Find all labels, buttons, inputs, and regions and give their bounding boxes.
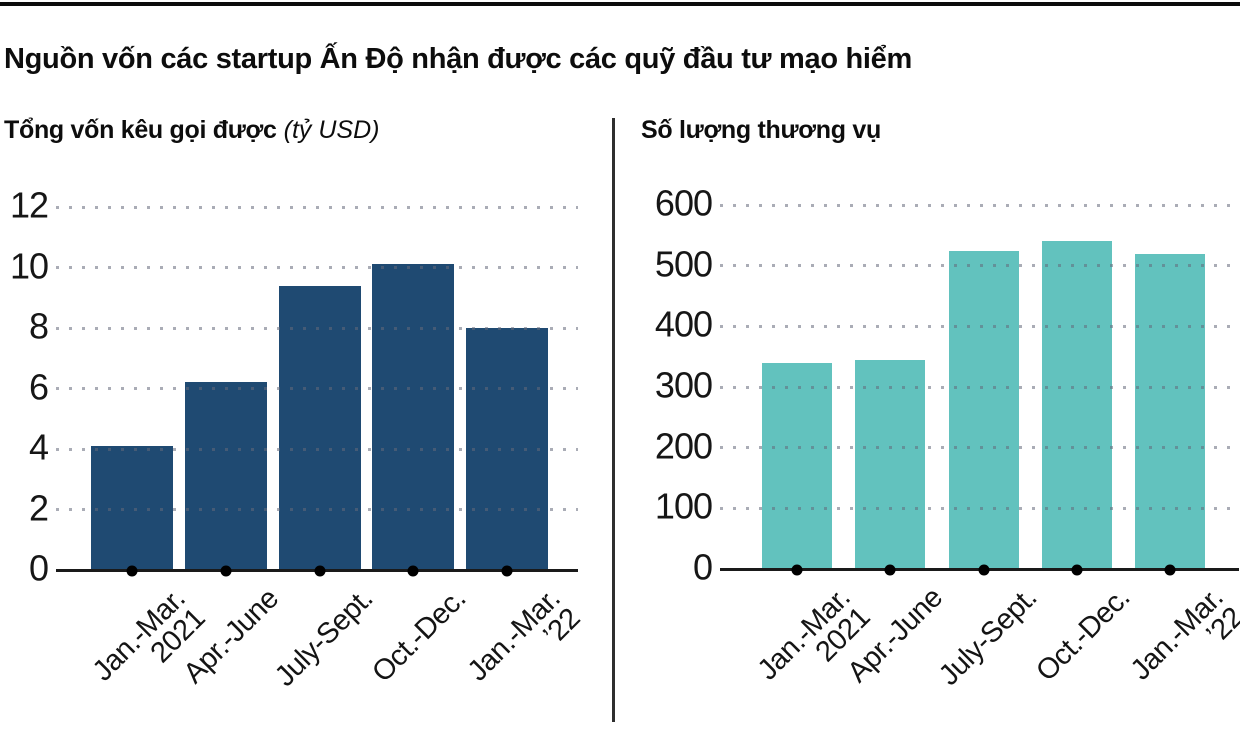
x-axis-label-text: Jan.-Mar. 2021: [751, 581, 877, 687]
x-axis-label-text: Jan.-Mar. ’22: [1124, 581, 1240, 687]
x-tick-dot-apr-june: [220, 565, 232, 576]
x-axis-label-text: July-Sept.: [268, 582, 380, 693]
bar-apr-june: [855, 359, 925, 569]
chart-main-title: Nguồn vốn các startup Ấn Độ nhận được cá…: [4, 43, 912, 76]
y-gridline-100: [720, 506, 1239, 510]
y-gridline-2: [56, 508, 578, 511]
bar-jan-mar-22: [1135, 253, 1205, 569]
x-tick-dot-apr-june: [884, 564, 896, 575]
y-axis-label-200: 200: [654, 425, 713, 467]
x-tick-dot-jan-mar-22: [501, 565, 513, 576]
y-axis-label-300: 300: [654, 364, 713, 406]
y-axis-label-400: 400: [654, 303, 713, 345]
y-gridline-200: [720, 446, 1239, 450]
x-tick-dot-jan-mar-2021: [126, 565, 138, 576]
x-tick-dot-july-sept: [314, 565, 326, 576]
x-axis-label-text: Jan.-Mar. ’22: [461, 582, 587, 688]
left-chart-subtitle: Tổng vốn kêu gọi được (tỷ USD): [4, 116, 379, 145]
x-tick-dot-oct-dec: [1071, 564, 1083, 575]
y-axis-label-600: 600: [654, 182, 713, 224]
x-tick-dot-jan-mar-2021: [791, 564, 803, 575]
y-gridline-6: [56, 387, 578, 390]
x-tick-dot-july-sept: [978, 564, 990, 575]
y-axis-label-4: 4: [28, 426, 49, 468]
bar-july-sept: [279, 285, 361, 570]
left-chart-subtitle-text: Tổng vốn kêu gọi được: [4, 116, 277, 144]
bar-july-sept: [949, 250, 1019, 569]
y-gridline-8: [56, 326, 578, 330]
x-tick-dot-oct-dec: [407, 565, 419, 576]
bar-apr-june: [185, 382, 267, 570]
bar-oct-dec: [1042, 241, 1112, 569]
y-axis-label-10: 10: [9, 245, 49, 287]
panel-divider: [612, 118, 615, 722]
y-gridline-10: [56, 266, 578, 269]
x-tick-dot-jan-mar-22: [1164, 564, 1176, 575]
y-axis-label-2: 2: [28, 487, 49, 529]
bar-oct-dec: [372, 264, 454, 570]
y-gridline-500: [720, 264, 1239, 268]
right-chart-subtitle-text: Số lượng thương vụ: [641, 116, 881, 144]
x-axis-label-text: Oct.-Dec.: [366, 582, 473, 689]
x-axis-label-text: July-Sept.: [932, 581, 1044, 692]
top-rule: [0, 2, 1240, 6]
y-gridline-4: [56, 447, 578, 451]
y-axis-label-100: 100: [654, 485, 713, 527]
y-gridline-600: [720, 203, 1239, 207]
y-gridline-300: [720, 385, 1239, 389]
bar-jan-mar-2021: [762, 362, 832, 569]
y-axis-label-0: 0: [28, 547, 49, 589]
right-chart-subtitle: Số lượng thương vụ: [641, 116, 881, 145]
y-axis-label-12: 12: [9, 184, 49, 226]
y-axis-label-8: 8: [28, 305, 49, 347]
x-axis-label-text: Jan.-Mar. 2021: [86, 582, 212, 688]
y-gridline-400: [720, 324, 1239, 328]
bar-jan-mar-2021: [91, 445, 173, 570]
y-gridline-12: [56, 205, 578, 209]
left-chart-unit-note: (tỷ USD): [283, 116, 380, 144]
y-axis-label-6: 6: [28, 366, 49, 408]
y-axis-label-500: 500: [654, 243, 713, 285]
y-axis-label-0: 0: [692, 546, 713, 588]
x-axis-label-text: Oct.-Dec.: [1030, 581, 1137, 688]
